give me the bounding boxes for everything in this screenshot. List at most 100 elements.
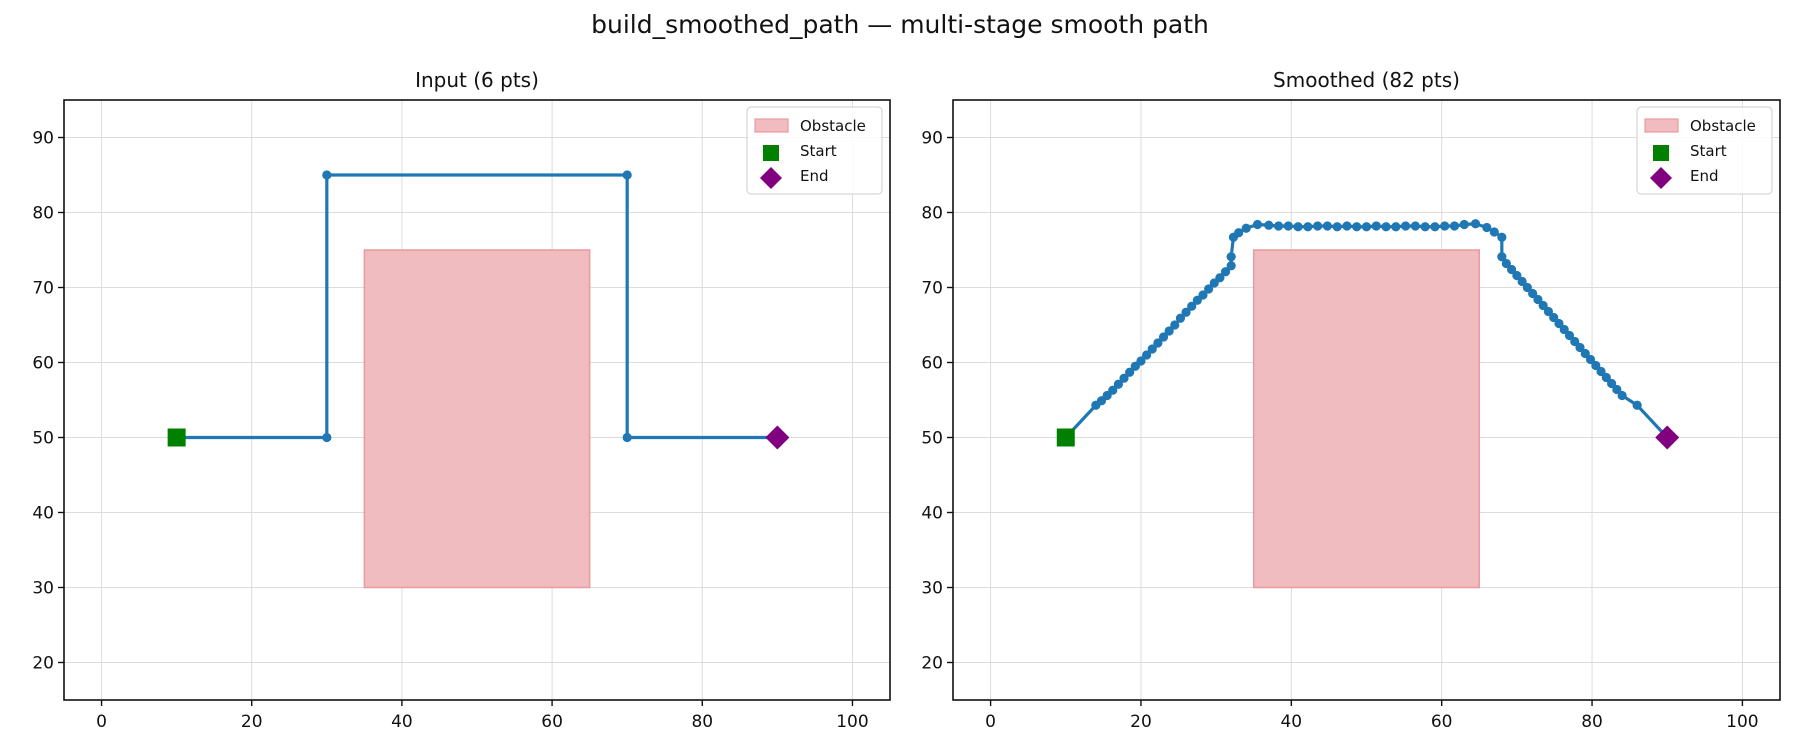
path-point bbox=[1187, 301, 1197, 311]
legend-obstacle-swatch bbox=[1644, 118, 1679, 133]
path-point bbox=[1489, 227, 1499, 237]
path-point bbox=[1153, 338, 1163, 348]
path-line bbox=[176, 173, 778, 440]
axes-frame bbox=[952, 99, 1781, 701]
start-marker bbox=[1056, 428, 1075, 447]
path-point bbox=[1226, 252, 1236, 262]
y-tick-label: 80 bbox=[32, 204, 54, 224]
y-tick-label: 20 bbox=[32, 654, 54, 674]
y-tick-label: 60 bbox=[32, 354, 54, 374]
panel-1: Input (6 pts) 0 20 40 60 80 100 20 30 40 50 60 70 80 9… bbox=[32, 68, 891, 732]
path-point bbox=[1420, 222, 1430, 232]
legend-end-swatch bbox=[1650, 167, 1672, 189]
y-tick-label: 70 bbox=[32, 279, 54, 299]
path-point bbox=[1559, 324, 1569, 335]
path-point bbox=[1564, 330, 1575, 341]
legend-label: Obstacle bbox=[800, 117, 866, 135]
path-point bbox=[1601, 372, 1611, 383]
y-tick-label: 50 bbox=[32, 429, 54, 449]
panel-title: Input (6 pts) bbox=[415, 68, 539, 92]
path-point bbox=[622, 432, 632, 443]
obstacle-rect bbox=[1252, 249, 1481, 589]
path-point bbox=[1342, 221, 1352, 231]
path-point bbox=[1522, 282, 1532, 293]
y-tick-label: 60 bbox=[921, 354, 943, 374]
x-tick-label: 80 bbox=[1581, 712, 1603, 732]
figure-title: build_smoothed_path — multi-stage smooth… bbox=[591, 10, 1209, 39]
path-point bbox=[1538, 300, 1548, 311]
path-point bbox=[1204, 284, 1214, 294]
y-tick-label: 40 bbox=[32, 504, 54, 524]
path-point bbox=[1470, 219, 1481, 229]
path-point bbox=[1497, 252, 1507, 262]
path-point bbox=[1113, 379, 1123, 389]
path-point bbox=[1136, 356, 1146, 366]
path-point bbox=[1158, 332, 1169, 342]
path-point bbox=[1430, 222, 1440, 232]
y-tick-label: 20 bbox=[921, 654, 943, 674]
x-tick-label: 100 bbox=[836, 712, 868, 732]
legend-start-swatch bbox=[763, 145, 779, 161]
path-point bbox=[1440, 221, 1450, 231]
y-tick-label: 50 bbox=[921, 429, 943, 449]
path-point bbox=[1501, 258, 1511, 269]
path-point bbox=[1549, 312, 1559, 323]
path-point bbox=[1533, 294, 1543, 305]
path-point bbox=[1198, 290, 1208, 300]
path-point bbox=[1612, 384, 1622, 395]
path-point bbox=[1543, 306, 1554, 317]
y-tick-label: 90 bbox=[921, 129, 943, 149]
legend-start-swatch bbox=[1653, 145, 1669, 161]
x-tick-label: 20 bbox=[1130, 712, 1152, 732]
path-point bbox=[1125, 367, 1135, 377]
panel-title: Smoothed (82 pts) bbox=[1273, 68, 1460, 92]
path-point bbox=[1580, 348, 1590, 359]
legend-label: Start bbox=[1690, 142, 1727, 160]
path-point bbox=[1264, 220, 1274, 230]
path-point bbox=[1497, 232, 1507, 242]
legend-label: End bbox=[1690, 167, 1719, 185]
path-point bbox=[1352, 222, 1362, 232]
path-point bbox=[1632, 400, 1642, 410]
path-point bbox=[1332, 222, 1342, 232]
legend-label: End bbox=[800, 167, 829, 185]
end-marker bbox=[1655, 425, 1680, 450]
x-tick-label: 0 bbox=[985, 712, 996, 732]
path-point bbox=[1293, 222, 1303, 232]
x-tick-label: 40 bbox=[391, 712, 413, 732]
legend-obstacle-swatch bbox=[754, 118, 789, 133]
path-point bbox=[1371, 221, 1381, 231]
path-point bbox=[1322, 221, 1333, 231]
path-point bbox=[1512, 270, 1522, 281]
panel-2: Smoothed (82 pts) 0 20 40 60 80 100 20 30 40 50 60 7… bbox=[921, 68, 1781, 732]
path-point bbox=[1606, 378, 1617, 389]
path-point bbox=[1575, 342, 1585, 353]
y-tick-label: 90 bbox=[32, 129, 54, 149]
path-point bbox=[1617, 390, 1627, 401]
end-marker bbox=[765, 425, 790, 450]
path-point bbox=[1570, 336, 1580, 347]
path-point bbox=[1215, 273, 1225, 283]
start-marker bbox=[167, 428, 186, 447]
legend-label: Start bbox=[800, 142, 837, 160]
x-tick-label: 60 bbox=[541, 712, 563, 732]
axes-frame bbox=[63, 99, 891, 701]
x-tick-label: 60 bbox=[1431, 712, 1453, 732]
path-point bbox=[1108, 385, 1118, 395]
path-point bbox=[1482, 222, 1492, 233]
path-point bbox=[1147, 344, 1157, 354]
path-point bbox=[1507, 264, 1517, 275]
path-point bbox=[1252, 219, 1263, 230]
x-tick-label: 20 bbox=[241, 712, 263, 732]
path-point bbox=[1517, 276, 1527, 287]
path-point bbox=[1234, 228, 1244, 238]
x-tick-label: 100 bbox=[1726, 712, 1758, 732]
path-point bbox=[1181, 307, 1191, 317]
x-tick-label: 40 bbox=[1280, 712, 1302, 732]
path-point bbox=[1591, 360, 1601, 371]
x-tick-label: 80 bbox=[691, 712, 713, 732]
y-tick-label: 80 bbox=[921, 204, 943, 224]
legend-end-swatch bbox=[760, 167, 782, 189]
